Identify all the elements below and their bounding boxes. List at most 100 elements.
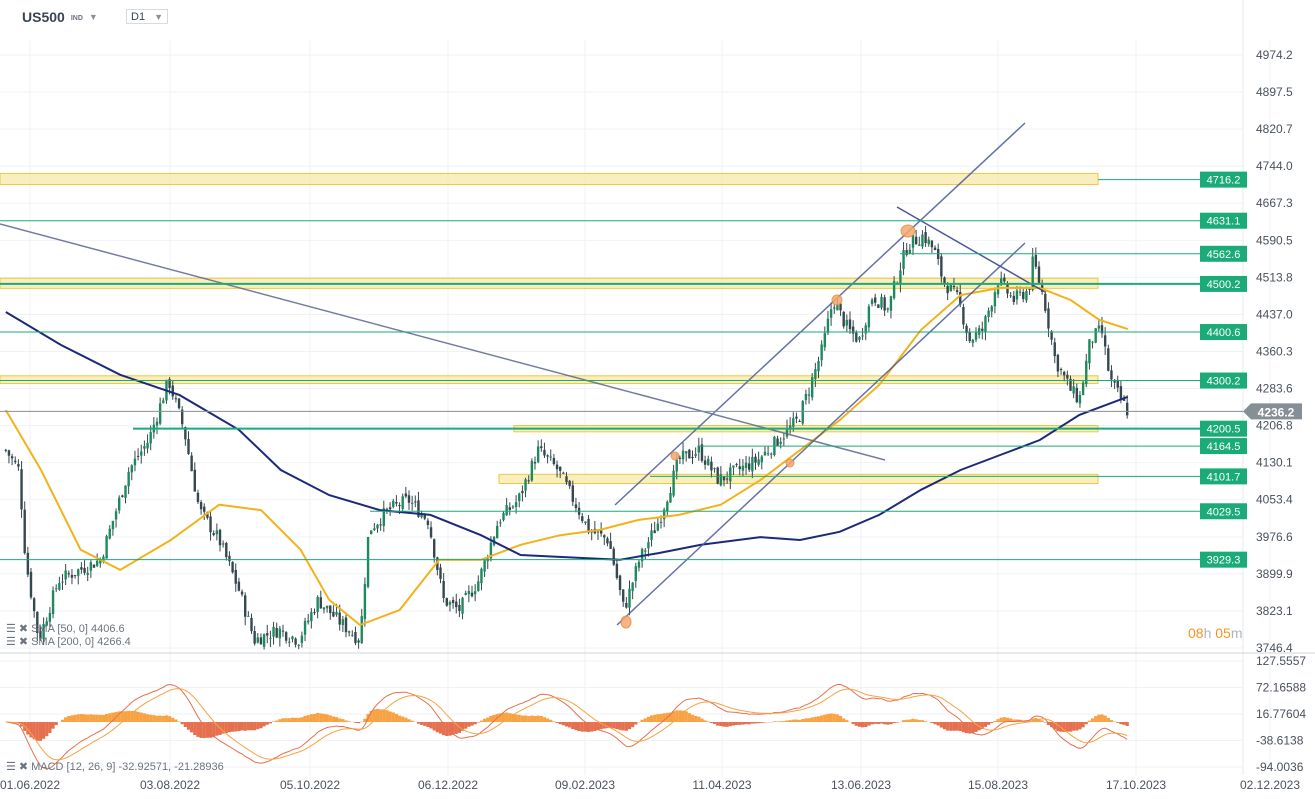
macd-histogram-bar: [300, 717, 304, 723]
trendline-channel-upper[interactable]: [614, 122, 1026, 506]
candle-body: [524, 479, 527, 491]
pivot-marker: [785, 458, 795, 468]
candle-body: [533, 462, 537, 464]
candle-body: [89, 562, 93, 571]
date-tick: 17.10.2023: [1106, 778, 1166, 792]
candle-body: [325, 605, 329, 609]
close-icon[interactable]: ✖: [18, 623, 29, 635]
macd-histogram-bar: [404, 717, 408, 723]
candle-body: [779, 441, 782, 444]
candle-body: [357, 640, 360, 643]
price-tick: 4667.3: [1256, 196, 1293, 210]
trendline-channel-lower[interactable]: [616, 242, 1026, 626]
settings-icon[interactable]: ☰: [6, 636, 16, 648]
price-zone: [498, 473, 1099, 484]
candle-body: [168, 379, 171, 388]
symbol-selector[interactable]: US500 IND ▼: [22, 9, 98, 25]
candle-body: [354, 632, 357, 644]
macd-histogram-bar: [158, 715, 162, 723]
price-tick: 3823.1: [1256, 604, 1293, 618]
macd-histogram-bar: [234, 722, 238, 732]
macd-histogram-bar: [1037, 718, 1041, 723]
macd-histogram-bar: [35, 722, 39, 741]
candle-body: [221, 543, 225, 545]
macd-histogram-bar: [325, 714, 329, 723]
settings-icon[interactable]: ☰: [6, 761, 16, 773]
date-tick: 06.12.2022: [418, 778, 478, 792]
candle-body: [656, 523, 660, 531]
macd-histogram-bar: [338, 718, 342, 723]
price-tick: 4820.7: [1256, 122, 1293, 136]
candle-body: [521, 490, 524, 494]
legend-sma50[interactable]: ☰ ✖ SMA [50, 0] 4406.6: [6, 622, 125, 636]
candle-body: [729, 467, 732, 482]
macd-histogram-bar: [1078, 722, 1082, 730]
macd-histogram-bar: [259, 722, 263, 729]
price-levels[interactable]: 4716.2 4631.1 4562.6 4500.2 4400.6 4300.2 4200…: [0, 171, 1302, 568]
candle-body: [95, 560, 99, 566]
legend-sma200[interactable]: ☰ ✖ SMA [200, 0] 4266.4: [6, 635, 131, 649]
macd-histogram-bar: [451, 722, 455, 735]
candle-body: [842, 311, 845, 327]
candle-body: [631, 582, 634, 592]
macd-histogram-bar: [1072, 722, 1076, 731]
level-badge: [1200, 420, 1247, 437]
close-icon[interactable]: ✖: [18, 636, 29, 648]
level-badge: [1200, 468, 1247, 485]
level-badge: [1200, 372, 1247, 389]
macd-histogram-bar: [694, 715, 698, 723]
candle-body: [1081, 382, 1085, 396]
macd-histogram-bar: [278, 719, 282, 723]
date-tick: 09.02.2023: [555, 778, 615, 792]
candle-body: [1047, 308, 1050, 329]
candle-body: [603, 535, 606, 538]
candle-body: [366, 537, 370, 587]
candle-body: [193, 469, 196, 492]
macd-histogram-bar: [753, 722, 758, 724]
macd-histogram-bar: [577, 722, 581, 732]
candle-body: [587, 518, 590, 533]
macd-histogram-bar: [971, 722, 975, 734]
macd-histogram-bar: [1062, 722, 1066, 732]
candle-body: [212, 533, 215, 535]
macd-histogram-bar: [492, 714, 496, 723]
macd-histogram-bar: [196, 722, 200, 737]
candle-body: [1113, 380, 1116, 383]
macd-histogram-bar: [294, 717, 298, 723]
candle-body: [266, 633, 269, 636]
trendline-downtrend[interactable]: [0, 223, 886, 461]
candle-body: [637, 561, 641, 568]
macd-histogram-bar: [542, 717, 547, 723]
candle-body: [414, 501, 417, 503]
macd-histogram-bar: [227, 722, 232, 733]
macd-histogram-bar: [520, 715, 524, 723]
macd-histogram-bar: [631, 722, 635, 728]
candle-body: [83, 567, 86, 573]
level-label: 4300.2: [1207, 376, 1241, 388]
macd-histogram-bar: [1087, 720, 1091, 723]
macd-histogram-bar: [1009, 718, 1013, 723]
symbol-type: IND: [70, 15, 83, 22]
candle-body: [64, 570, 67, 580]
timeframe-select[interactable]: D1 ▼: [126, 9, 168, 24]
macd-tick: -94.0036: [1256, 760, 1304, 774]
candle-body: [307, 620, 310, 623]
settings-icon[interactable]: ☰: [6, 623, 16, 635]
macd-histogram-bar: [476, 722, 480, 723]
candle-body: [833, 307, 836, 309]
legend-macd[interactable]: ☰ ✖ MACD [12, 26, 9] -32.92571, -21.28936: [6, 760, 224, 774]
macd-histogram-bar: [164, 715, 169, 723]
chevron-down-icon[interactable]: ▼: [88, 12, 98, 22]
macd-histogram-bar: [987, 722, 991, 725]
close-icon[interactable]: ✖: [18, 761, 29, 773]
candle-body: [108, 528, 111, 539]
macd-histogram-bar: [974, 722, 978, 732]
candle-body: [477, 581, 480, 591]
macd-histogram-bar: [183, 722, 187, 728]
macd-histogram-bar: [942, 722, 947, 730]
date-tick: 15.08.2023: [968, 778, 1028, 792]
candle-body: [244, 595, 247, 617]
candle-body: [924, 232, 927, 244]
macd-histogram-bar: [1119, 722, 1123, 725]
